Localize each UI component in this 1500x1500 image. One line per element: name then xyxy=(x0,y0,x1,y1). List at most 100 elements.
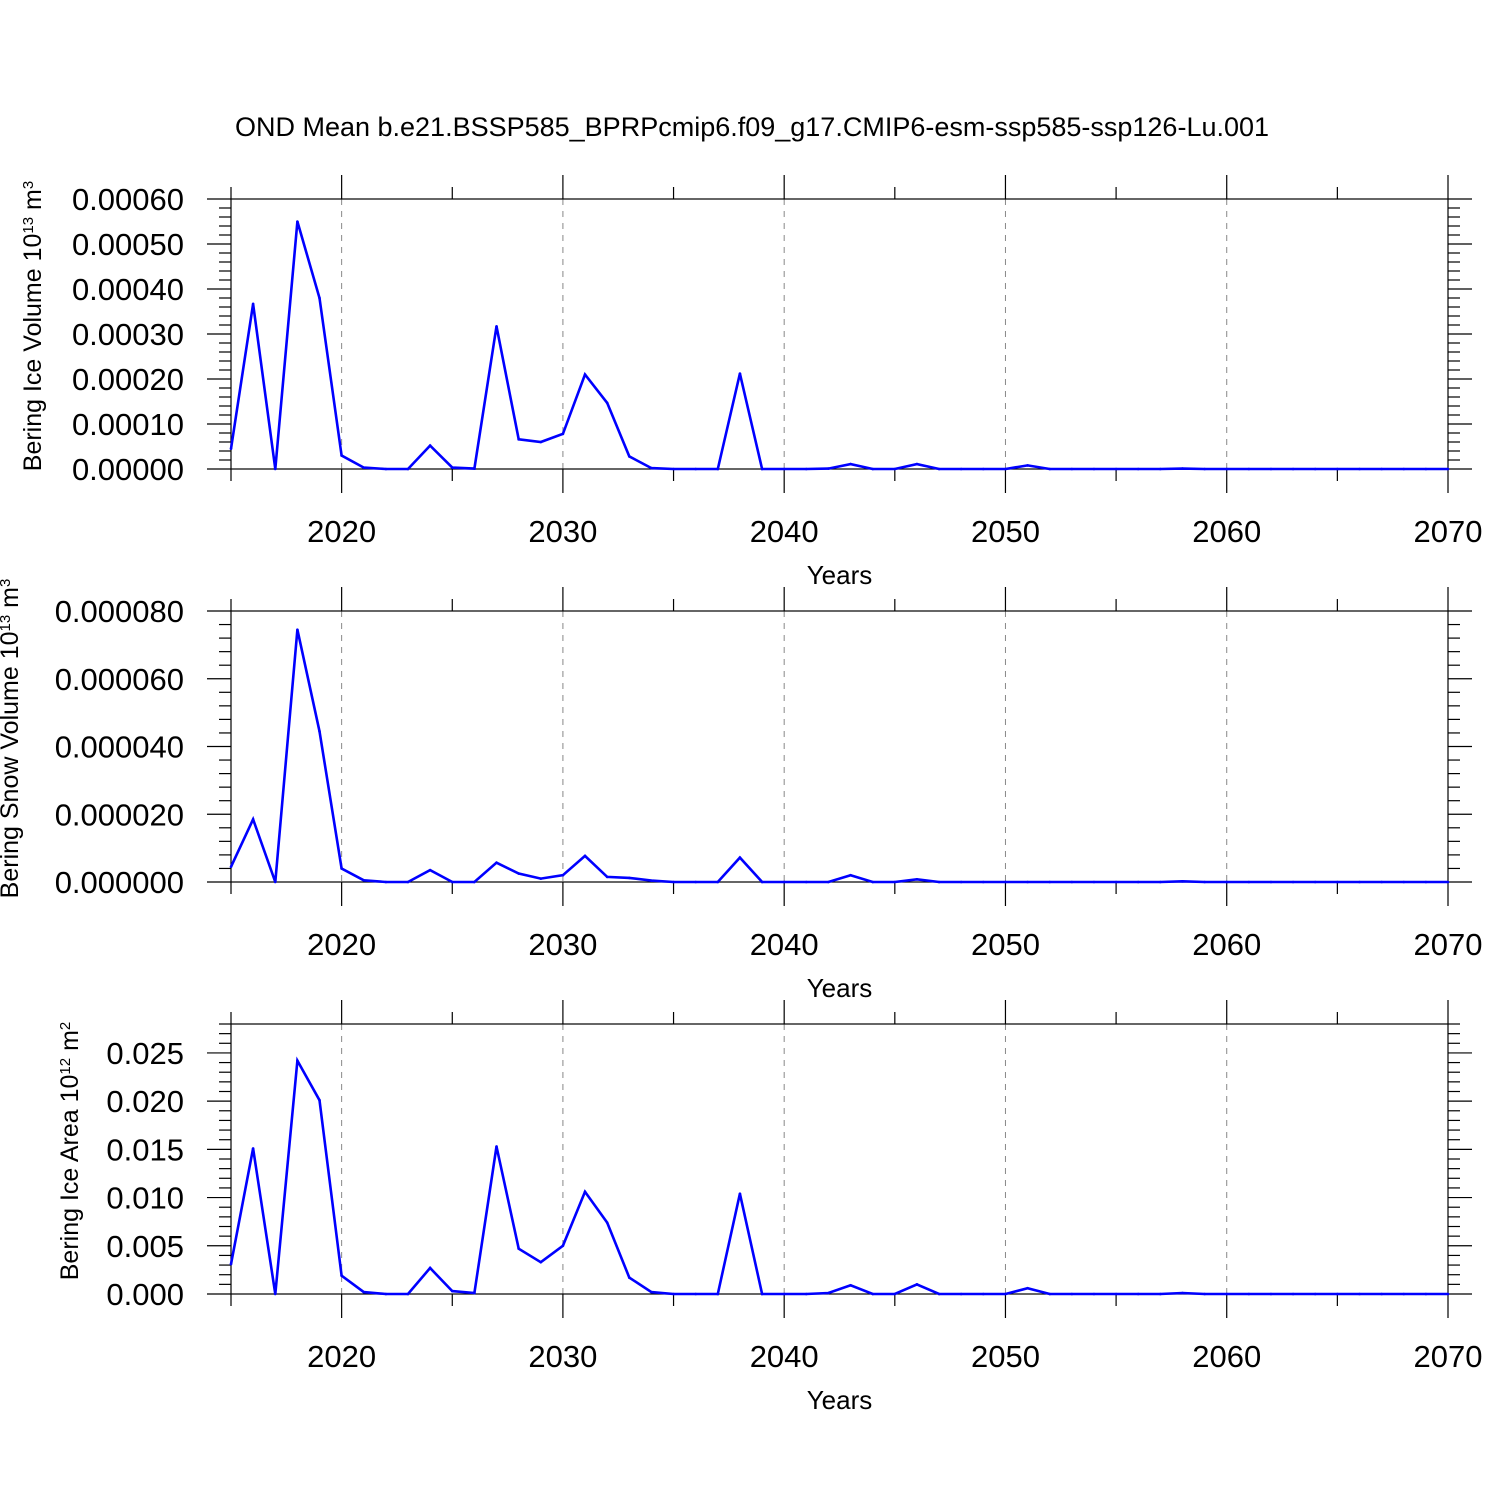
data-point xyxy=(428,1266,432,1270)
data-point xyxy=(849,462,852,466)
data-point xyxy=(1225,880,1229,884)
data-point xyxy=(340,454,343,457)
data-point xyxy=(871,467,874,471)
data-point xyxy=(694,880,697,884)
data-point xyxy=(1092,880,1096,884)
x-tick-label-2020: 2020 xyxy=(307,514,376,549)
data-point xyxy=(473,880,476,884)
data-point xyxy=(495,861,498,864)
data-point xyxy=(1181,467,1184,470)
data-point xyxy=(1092,467,1096,471)
data-point xyxy=(495,1145,498,1148)
x-tick-label-2040: 2040 xyxy=(750,1339,819,1374)
data-point xyxy=(318,729,321,733)
data-point xyxy=(1225,1292,1229,1296)
data-point xyxy=(318,296,321,300)
y-axis-label: Bering Ice Volume 1013 m3 xyxy=(19,181,47,471)
data-point xyxy=(362,1290,366,1294)
data-point xyxy=(893,467,897,471)
y-tick-label: 0.000 xyxy=(106,1277,184,1312)
data-point xyxy=(1114,1292,1118,1296)
data-point xyxy=(1048,880,1052,884)
data-point xyxy=(1026,464,1029,467)
y-axis-label-unit: m xyxy=(0,587,24,615)
data-point xyxy=(1004,1292,1007,1296)
data-point xyxy=(1114,467,1118,471)
data-point xyxy=(1247,880,1251,884)
data-point xyxy=(827,880,830,884)
data-point xyxy=(406,1292,410,1296)
data-point xyxy=(251,1147,255,1150)
data-point xyxy=(362,879,366,882)
data-point xyxy=(937,880,941,884)
x-tick-label-2060: 2060 xyxy=(1192,927,1261,962)
data-point xyxy=(406,880,410,884)
data-point xyxy=(650,1290,653,1294)
data-point xyxy=(627,455,631,458)
y-axis-label-exp: 13 xyxy=(0,615,14,632)
x-tick-label-2050: 2050 xyxy=(971,927,1040,962)
data-point xyxy=(583,854,587,858)
data-point xyxy=(1291,1292,1295,1296)
data-point xyxy=(229,865,233,869)
data-point xyxy=(517,438,520,441)
data-point xyxy=(1048,1292,1052,1296)
data-point xyxy=(1336,467,1339,471)
series-line xyxy=(229,629,1448,884)
data-point xyxy=(1446,880,1450,884)
data-point xyxy=(1136,1292,1140,1296)
data-point xyxy=(738,1192,742,1196)
y-axis-label: Bering Ice Area 1012 m2 xyxy=(56,1022,84,1281)
data-point xyxy=(716,1292,720,1296)
data-point xyxy=(1159,1292,1162,1296)
data-point xyxy=(1313,1292,1317,1296)
y-axis-label-unit: m xyxy=(19,189,47,217)
y-tick-label: 0.00020 xyxy=(72,362,184,397)
data-point xyxy=(473,1291,476,1295)
data-point xyxy=(915,1283,919,1286)
data-point xyxy=(539,440,543,444)
chart-panel-1: 2020 2030 2040 2050 2060 2070 0.00000 0.00010 0.… xyxy=(19,175,1482,590)
data-point xyxy=(716,880,720,884)
data-point xyxy=(605,875,609,879)
data-point xyxy=(1159,880,1162,884)
data-point xyxy=(1336,880,1339,884)
data-point xyxy=(1402,467,1406,471)
data-point xyxy=(229,1262,233,1266)
data-point xyxy=(340,867,343,870)
data-point xyxy=(1313,880,1317,884)
x-tick-label-2070: 2070 xyxy=(1414,514,1483,549)
data-point xyxy=(959,1292,963,1296)
data-point xyxy=(827,1291,830,1295)
series-line xyxy=(229,221,1448,471)
data-point xyxy=(849,1284,852,1287)
x-tick-label-2050: 2050 xyxy=(971,514,1040,549)
data-point xyxy=(782,467,786,471)
data-point xyxy=(1380,467,1383,471)
y-tick-label: 0.00030 xyxy=(72,317,184,352)
data-point xyxy=(1159,467,1162,471)
data-point xyxy=(273,467,277,471)
data-point xyxy=(672,467,675,471)
data-point xyxy=(1004,880,1007,884)
data-point xyxy=(782,1292,786,1296)
data-point xyxy=(805,880,808,884)
data-point xyxy=(871,880,874,884)
data-point xyxy=(1181,1291,1184,1295)
plot-frame xyxy=(230,610,1449,883)
data-point xyxy=(672,1292,675,1296)
data-point xyxy=(1004,467,1007,471)
data-point xyxy=(539,1260,543,1264)
data-point xyxy=(959,467,963,471)
x-tick-label-2030: 2030 xyxy=(528,514,597,549)
data-point xyxy=(1446,467,1450,471)
data-point xyxy=(937,467,941,471)
data-point xyxy=(318,1098,321,1102)
data-point xyxy=(428,868,432,872)
data-point xyxy=(1247,1292,1251,1296)
data-point xyxy=(1070,1292,1074,1296)
data-point xyxy=(450,880,454,884)
x-tick-label-2020: 2020 xyxy=(307,927,376,962)
data-point xyxy=(1424,880,1428,884)
